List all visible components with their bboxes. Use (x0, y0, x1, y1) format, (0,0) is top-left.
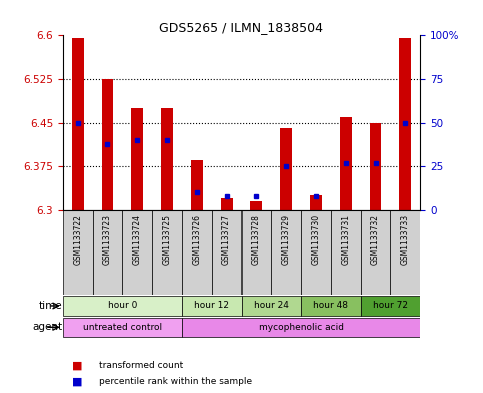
Bar (182, 318, 420, 337)
Bar (63, 318, 182, 337)
Text: untreated control: untreated control (83, 323, 162, 332)
Text: mycophenolic acid: mycophenolic acid (258, 323, 343, 332)
Text: GSM1133724: GSM1133724 (133, 214, 142, 265)
Bar (280, 129, 292, 210)
Bar (251, 201, 262, 210)
Bar (101, 79, 114, 210)
Text: GSM1133729: GSM1133729 (282, 214, 291, 265)
Text: GSM1133725: GSM1133725 (163, 214, 171, 265)
Bar (331, 210, 361, 295)
Text: GSM1133727: GSM1133727 (222, 214, 231, 265)
Bar (152, 210, 182, 295)
Text: hour 48: hour 48 (313, 301, 348, 310)
Bar (161, 108, 173, 210)
Bar (131, 108, 143, 210)
Bar (63, 296, 182, 316)
Text: GSM1133723: GSM1133723 (103, 214, 112, 265)
Text: ■: ■ (72, 376, 83, 386)
Bar (301, 296, 361, 316)
Bar (271, 210, 301, 295)
Bar (72, 38, 84, 210)
Bar (212, 210, 242, 295)
Bar (340, 117, 352, 210)
Title: GDS5265 / ILMN_1838504: GDS5265 / ILMN_1838504 (159, 21, 324, 34)
Text: GSM1133733: GSM1133733 (401, 214, 410, 265)
Bar (122, 210, 152, 295)
Bar (182, 296, 242, 316)
Text: GSM1133732: GSM1133732 (371, 214, 380, 265)
Text: GSM1133722: GSM1133722 (73, 214, 82, 265)
Bar (221, 198, 233, 210)
Bar (242, 296, 301, 316)
Text: agent: agent (33, 322, 63, 332)
Text: percentile rank within the sample: percentile rank within the sample (99, 377, 252, 386)
Bar (182, 210, 212, 295)
Bar (93, 210, 122, 295)
Bar (399, 38, 412, 210)
Bar (242, 210, 271, 295)
Bar (361, 210, 390, 295)
Text: hour 24: hour 24 (254, 301, 289, 310)
Text: ■: ■ (72, 360, 83, 371)
Bar (310, 195, 322, 210)
Bar (191, 160, 203, 210)
Bar (361, 296, 420, 316)
Bar (390, 210, 420, 295)
Text: hour 72: hour 72 (373, 301, 408, 310)
Bar (63, 210, 93, 295)
Bar (369, 123, 382, 210)
Text: time: time (39, 301, 63, 311)
Text: GSM1133726: GSM1133726 (192, 214, 201, 265)
Text: transformed count: transformed count (99, 361, 183, 370)
Text: GSM1133731: GSM1133731 (341, 214, 350, 265)
Text: GSM1133728: GSM1133728 (252, 214, 261, 265)
Bar (301, 210, 331, 295)
Text: hour 12: hour 12 (194, 301, 229, 310)
Text: GSM1133730: GSM1133730 (312, 214, 320, 265)
Text: hour 0: hour 0 (108, 301, 137, 310)
